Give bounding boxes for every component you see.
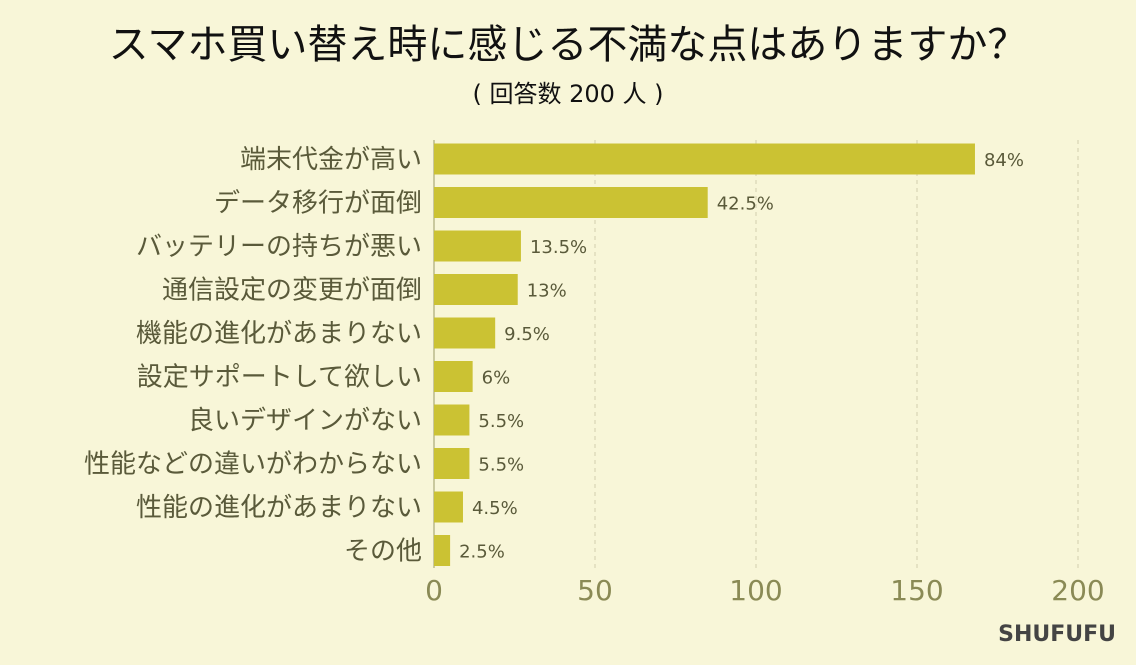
category-label: バッテリーの持ちが悪い	[136, 232, 422, 262]
x-tick-label: 50	[577, 574, 613, 607]
data-label: 2.5%	[459, 542, 505, 563]
x-tick-label: 0	[425, 574, 443, 607]
category-label: 機能の進化があまりない	[136, 319, 422, 349]
bar	[434, 535, 451, 566]
bars	[434, 143, 975, 566]
data-label: 9.5%	[504, 324, 550, 345]
chart-title: スマホ買い替え時に感じる不満な点はありますか？	[109, 22, 1028, 68]
x-tick-label: 150	[890, 574, 943, 607]
category-labels: 端末代金が高いデータ移行が面倒バッテリーの持ちが悪い通信設定の変更が面倒機能の進…	[84, 145, 422, 567]
bar	[434, 230, 521, 262]
category-label: 性能などの違いがわからない	[84, 450, 422, 480]
data-label: 6%	[482, 368, 511, 389]
x-tick-labels: 0 50 100 150 200	[425, 574, 1105, 607]
category-label: その他	[344, 537, 422, 567]
data-label: 4.5%	[472, 498, 518, 519]
category-label: データ移行が面倒	[214, 189, 422, 219]
category-label: 設定サポートして欲しい	[137, 363, 422, 393]
data-label: 5.5%	[478, 455, 524, 476]
bar	[434, 274, 518, 305]
bar	[434, 404, 470, 436]
data-label: 13.5%	[530, 237, 587, 258]
category-label: 端末代金が高い	[240, 145, 422, 175]
bar	[434, 361, 473, 392]
category-label: 通信設定の変更が面倒	[162, 276, 422, 306]
data-label: 42.5%	[717, 194, 774, 215]
data-labels: 84% 42.5% 13.5% 13% 9.5% 6% 5.5% 5.5% 4.5% 2.5%	[459, 150, 1024, 563]
category-label: 性能の進化があまりない	[136, 493, 422, 523]
data-label: 13%	[527, 281, 567, 302]
data-label: 5.5%	[478, 411, 524, 432]
bar	[434, 187, 708, 218]
bar	[434, 491, 463, 523]
bar	[434, 317, 496, 349]
bar	[434, 448, 470, 479]
data-label: 84%	[984, 150, 1024, 171]
category-label: 良いデザインがない	[188, 406, 422, 436]
bar	[434, 143, 975, 175]
brand-logo-text: SHUFUFU	[998, 622, 1116, 647]
x-tick-label: 100	[729, 574, 782, 607]
chart-subtitle: ( 回答数 200 人 )	[472, 80, 663, 108]
x-tick-label: 200	[1051, 574, 1104, 607]
